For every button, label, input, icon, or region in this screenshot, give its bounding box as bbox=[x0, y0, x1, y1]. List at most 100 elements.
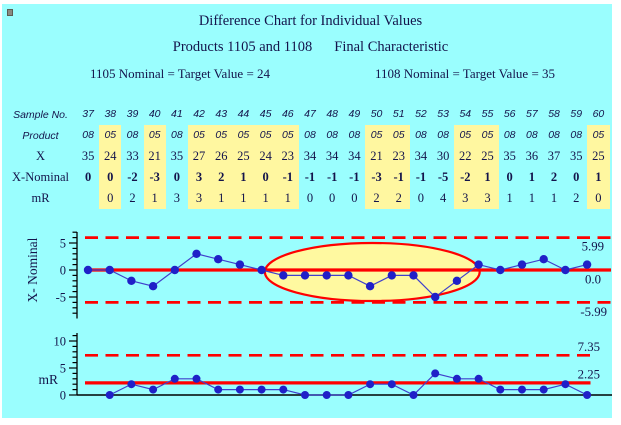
table-cell-mr-50: 2 bbox=[365, 188, 388, 209]
data-point bbox=[279, 271, 288, 280]
data-point bbox=[83, 265, 93, 275]
table-cell-product-37: 08 bbox=[82, 129, 94, 141]
table-cell-x-43: 26 bbox=[210, 146, 233, 167]
data-point bbox=[105, 391, 114, 399]
table-cell-product-38: 05 bbox=[99, 125, 122, 146]
table-cell-x_nominal-54: -2 bbox=[454, 167, 477, 188]
table-cell-product-44: 05 bbox=[232, 125, 255, 146]
table-cell-x_nominal-59: 0 bbox=[573, 170, 580, 184]
table-cell-product-46: 05 bbox=[276, 125, 299, 146]
data-point bbox=[365, 282, 375, 291]
table-cell-sample_no-42: 42 bbox=[193, 108, 205, 120]
y-tick-label: 0 bbox=[60, 389, 66, 403]
table-cell-x_nominal-56: 0 bbox=[506, 170, 513, 184]
table-cell-product-53: 08 bbox=[437, 129, 449, 141]
table-cell-sample_no-56: 56 bbox=[503, 108, 516, 120]
row-label-sample_no: Sample No. bbox=[13, 108, 68, 121]
nominal-1105-label: 1105 Nominal = Target Value = 24 bbox=[89, 66, 271, 81]
data-point bbox=[257, 385, 266, 394]
y-axis-title: X- Nominal bbox=[25, 237, 40, 302]
data-point bbox=[474, 374, 483, 383]
data-table: Sample No. 37 38 39 40 41 42 43 44 45 46 47 48 49 50 51… bbox=[4, 104, 612, 209]
table-cell-x_nominal-39: -2 bbox=[127, 170, 138, 184]
table-cell-x-40: 21 bbox=[143, 146, 166, 167]
table-cell-x_nominal-60: 1 bbox=[587, 167, 610, 188]
row-label-x_nominal: X-Nominal bbox=[12, 170, 69, 184]
table-cell-mr-52: 0 bbox=[417, 191, 425, 205]
lcl-label: -5.99 bbox=[580, 305, 607, 319]
table-cell-x-50: 21 bbox=[365, 146, 388, 167]
table-cell-x-44: 25 bbox=[232, 146, 255, 167]
data-point bbox=[170, 265, 179, 275]
table-cell-x_nominal-46: -1 bbox=[276, 167, 299, 188]
table-row-x_nominal: X-Nominal 0 0 -2 -3 0 3 2 1 0 -1 -1 -1 -1 -3 -1 -1 -5 -2 1 0… bbox=[4, 167, 612, 188]
table-cell-mr-44: 1 bbox=[232, 188, 255, 209]
table-cell-x_nominal-57: 1 bbox=[528, 170, 535, 184]
subtitle-products: Products 1105 and 1108 bbox=[172, 39, 313, 55]
row-label-mr: mR bbox=[31, 191, 50, 205]
table-cell-x-49: 34 bbox=[348, 149, 361, 163]
table-cell-product-39: 08 bbox=[126, 129, 139, 141]
data-point bbox=[517, 260, 527, 269]
table-cell-x_nominal-41: 0 bbox=[173, 170, 180, 184]
data-point bbox=[127, 380, 136, 389]
table-cell-x_nominal-48: -1 bbox=[326, 170, 338, 184]
data-point bbox=[105, 265, 114, 275]
table-cell-x_nominal-44: 1 bbox=[232, 167, 255, 188]
data-point bbox=[518, 385, 526, 394]
chart-title: Difference Chart for Individual Values bbox=[198, 13, 423, 29]
table-cell-product-59: 08 bbox=[570, 129, 583, 141]
table-cell-mr-60: 0 bbox=[587, 188, 610, 209]
table-cell-product-48: 08 bbox=[326, 129, 338, 141]
data-point bbox=[148, 282, 158, 291]
table-cell-x_nominal-40: -3 bbox=[143, 167, 166, 188]
table-row-product: Product 08 05 08 05 08 05 05 05 05 05 08 08 08 05 05 08 0… bbox=[4, 125, 612, 146]
table-cell-mr-46: 1 bbox=[276, 188, 299, 209]
table-cell-mr-45: 1 bbox=[254, 188, 277, 209]
y-axis-title: mR bbox=[38, 372, 58, 387]
table-cell-x-57: 36 bbox=[525, 149, 539, 163]
data-point bbox=[474, 260, 483, 269]
table-cell-x_nominal-53: -5 bbox=[437, 170, 449, 184]
data-point bbox=[235, 260, 245, 269]
table-cell-mr-41: 3 bbox=[173, 191, 180, 205]
table-cell-product-52: 08 bbox=[415, 129, 427, 141]
table-cell-sample_no-38: 38 bbox=[104, 108, 117, 120]
run-ellipse bbox=[263, 241, 481, 303]
table-cell-mr-37 bbox=[77, 188, 99, 209]
table-cell-sample_no-46: 46 bbox=[281, 108, 294, 120]
data-point bbox=[322, 271, 331, 280]
table-cell-x-41: 35 bbox=[170, 149, 184, 163]
row-label-x: X bbox=[35, 149, 46, 163]
table-cell-sample_no-47: 47 bbox=[304, 108, 316, 120]
table-cell-x-48: 34 bbox=[325, 149, 339, 163]
table-cell-x-45: 24 bbox=[254, 146, 277, 167]
table-cell-x_nominal-50: -3 bbox=[365, 167, 388, 188]
table-cell-x-58: 37 bbox=[547, 149, 561, 163]
y-tick-label: 5 bbox=[60, 237, 66, 251]
table-cell-product-42: 05 bbox=[187, 125, 211, 146]
table-cell-x_nominal-52: -1 bbox=[415, 170, 427, 184]
table-cell-x-60: 25 bbox=[587, 146, 610, 167]
table-cell-product-54: 05 bbox=[454, 125, 477, 146]
data-point bbox=[431, 369, 440, 378]
table-cell-product-51: 05 bbox=[387, 125, 410, 146]
center-label: 0.0 bbox=[585, 273, 601, 287]
table-cell-mr-58: 1 bbox=[550, 191, 558, 205]
table-cell-product-60: 05 bbox=[587, 125, 610, 146]
table-cell-mr-59: 2 bbox=[573, 191, 580, 205]
table-row-mr: mR 0 2 1 3 3 1 1 1 1 0 0 0 2 2 0 4 3 3 1 1 1 2 0 bbox=[4, 188, 612, 209]
table-cell-mr-38: 0 bbox=[99, 188, 122, 209]
table-cell-x-55: 25 bbox=[476, 146, 499, 167]
table-cell-x-38: 24 bbox=[99, 146, 122, 167]
data-point bbox=[539, 385, 548, 394]
row-label-product: Product bbox=[22, 129, 59, 142]
table-cell-sample_no-37: 37 bbox=[82, 108, 94, 120]
table-cell-x-54: 22 bbox=[454, 146, 477, 167]
table-cell-x_nominal-55: 1 bbox=[476, 167, 499, 188]
table-cell-sample_no-55: 55 bbox=[481, 108, 494, 120]
table-cell-product-58: 08 bbox=[548, 129, 560, 141]
table-cell-mr-47: 0 bbox=[306, 191, 314, 205]
table-cell-sample_no-57: 57 bbox=[526, 108, 538, 120]
